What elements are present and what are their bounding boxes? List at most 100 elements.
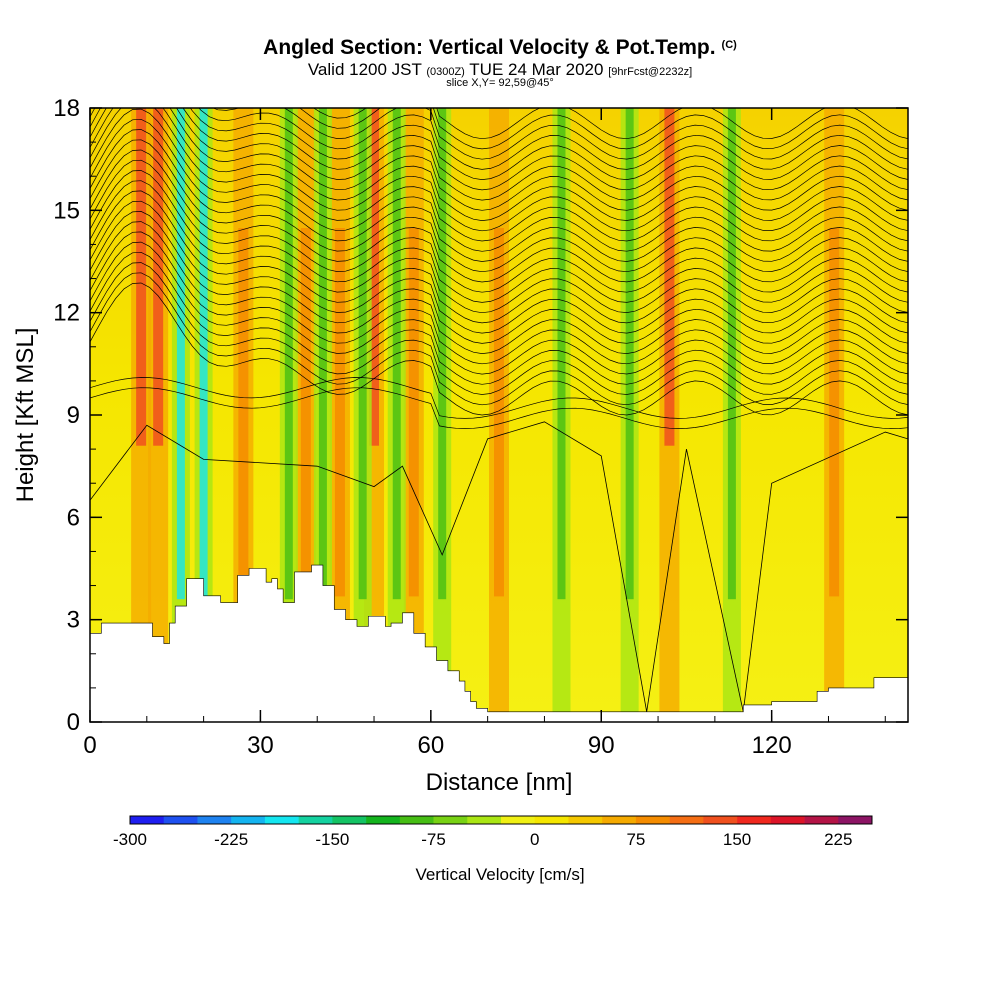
theta-contour <box>90 159 908 293</box>
colorbar-tick-label: -75 <box>421 830 446 849</box>
colorbar-swatch <box>568 816 603 824</box>
colorbar-swatch <box>366 816 401 824</box>
downdraft-core <box>727 108 736 600</box>
x-tick-label: 60 <box>417 732 444 759</box>
theta-contour <box>90 139 908 273</box>
x-tick-label: 0 <box>83 732 96 759</box>
theta-contour <box>299 108 908 150</box>
colorbar-swatch <box>838 816 873 824</box>
theta-contour <box>90 190 908 324</box>
colorbar-swatch <box>534 816 569 824</box>
updraft-core <box>136 108 147 446</box>
updraft-core <box>664 108 675 446</box>
colorbar-swatch <box>703 816 738 824</box>
downdraft-core <box>358 108 367 600</box>
colorbar-frame <box>129 815 873 825</box>
colorbar-tick-label: -300 <box>113 830 147 849</box>
theta-contour <box>90 108 908 201</box>
colorbar-swatch <box>467 816 502 824</box>
colorbar-swatch <box>669 816 704 824</box>
colorbar-label: Vertical Velocity [cm/s] <box>415 865 584 884</box>
theta-contour <box>90 221 908 354</box>
theta-contour <box>90 170 908 303</box>
colorbar-tick-label: 0 <box>530 830 539 849</box>
x-tick-label: 90 <box>588 732 615 759</box>
theta-contour <box>90 118 908 252</box>
colorbar-swatch <box>332 816 367 824</box>
theta-contour <box>90 387 908 429</box>
colorbar-tick-label: 225 <box>824 830 852 849</box>
valid-date: TUE 24 Mar 2020 <box>469 60 604 79</box>
y-tick-label: 18 <box>53 95 80 122</box>
downdraft-core <box>176 108 185 600</box>
theta-contour <box>90 251 908 385</box>
theta-contour <box>90 377 908 419</box>
colorbar-swatch <box>433 816 468 824</box>
valid-time-line: Valid 1200 JST (0300Z) TUE 24 Mar 2020 [… <box>0 60 1000 80</box>
theta-contour <box>90 149 908 283</box>
valid-time-local: Valid 1200 JST <box>307 60 422 79</box>
colorbar-swatch <box>635 816 670 824</box>
theta-contour <box>90 282 908 416</box>
chart-title-tag: (C) <box>721 39 737 51</box>
colorbar-swatch <box>602 816 637 824</box>
y-tick-label: 6 <box>67 504 80 531</box>
theta-contour <box>90 108 908 232</box>
updraft-core <box>238 228 249 597</box>
y-tick-label: 9 <box>67 402 80 429</box>
theta-contour <box>198 108 908 170</box>
colorbar-swatch <box>770 816 805 824</box>
theta-contour <box>90 211 908 344</box>
colorbar-tick-label: 75 <box>626 830 645 849</box>
y-tick-label: 3 <box>67 607 80 634</box>
theta-contour <box>90 200 908 334</box>
theta-contour <box>90 262 908 395</box>
colorbar-tick-label: -150 <box>315 830 349 849</box>
theta-contour <box>90 231 908 365</box>
y-tick-label: 0 <box>67 709 80 736</box>
theta-contour-low <box>90 421 908 712</box>
x-axis-label: Distance [nm] <box>426 769 573 796</box>
theta-contour <box>90 108 908 242</box>
downdraft-core <box>557 108 566 600</box>
theta-contour <box>90 180 908 314</box>
y-tick-label: 12 <box>53 300 80 327</box>
chart-title: Angled Section: Vertical Velocity & Pot.… <box>0 36 1000 60</box>
colorbar-swatch <box>737 816 772 824</box>
updraft-core <box>829 228 840 597</box>
colorbar-swatch <box>399 816 434 824</box>
downdraft-core <box>318 108 327 600</box>
updraft-core <box>494 228 504 597</box>
colorbar-swatch <box>501 816 536 824</box>
downdraft-core <box>284 108 293 600</box>
colorbar-swatch <box>197 816 232 824</box>
colorbar-swatch <box>804 816 839 824</box>
theta-contour <box>212 108 908 160</box>
forecast-run: [9hrFcst@2232z] <box>608 66 693 78</box>
updraft-core <box>153 108 164 446</box>
colorbar-swatch <box>264 816 299 824</box>
updraft-core <box>369 108 380 446</box>
y-tick-label: 15 <box>53 197 80 224</box>
colorbar-swatch <box>163 816 198 824</box>
colorbar-swatch <box>298 816 333 824</box>
theta-contour <box>90 129 908 262</box>
colorbar-tick-label: 150 <box>723 830 751 849</box>
updraft-core <box>300 228 311 597</box>
updraft-core <box>334 228 345 597</box>
theta-contour <box>90 272 908 406</box>
colorbar-swatch <box>231 816 266 824</box>
chart-title-text: Angled Section: Vertical Velocity & Pot.… <box>263 36 716 59</box>
theta-contour <box>90 108 908 211</box>
x-tick-label: 30 <box>247 732 274 759</box>
slice-info: slice X,Y= 92,59@45° <box>446 77 554 89</box>
colorbar-tick-label: -225 <box>214 830 248 849</box>
theta-contour <box>313 108 908 140</box>
downdraft-core <box>625 108 634 600</box>
theta-contour <box>90 108 908 191</box>
theta-contour <box>90 241 908 375</box>
updraft-core <box>408 228 419 597</box>
theta-contour <box>90 108 908 221</box>
x-tick-label: 120 <box>752 732 792 759</box>
